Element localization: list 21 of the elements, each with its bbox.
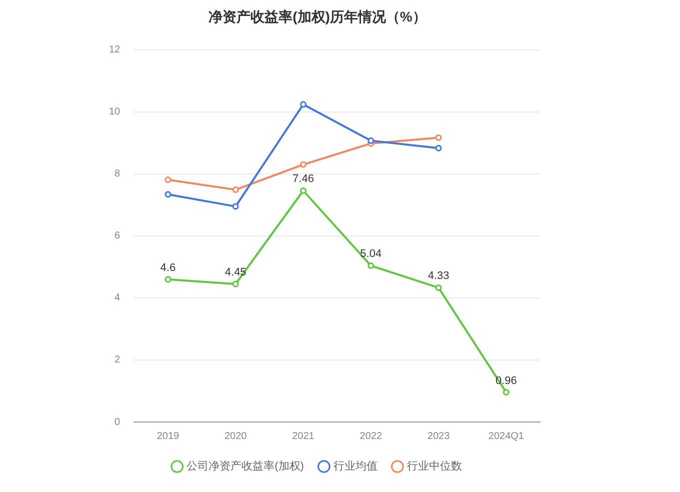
- y-tick-label: 10: [109, 106, 121, 118]
- chart-title: 净资产收益率(加权)历年情况（%）: [208, 8, 426, 24]
- y-tick-label: 6: [114, 230, 121, 242]
- x-tick-label: 2024Q1: [488, 430, 524, 442]
- legend-label: 行业均值: [333, 460, 378, 473]
- data-label: 4.6: [160, 262, 176, 274]
- y-tick-label: 0: [114, 416, 121, 428]
- legend-label: 公司净资产收益率(加权): [186, 460, 304, 473]
- data-label: 7.46: [292, 173, 314, 186]
- y-tick-label: 2: [114, 354, 121, 366]
- x-tick-label: 2020: [224, 430, 248, 442]
- y-tick-label: 8: [114, 168, 121, 180]
- y-tick-label: 4: [114, 292, 121, 304]
- x-tick-label: 2022: [360, 430, 382, 442]
- x-tick-label: 2019: [156, 430, 180, 442]
- data-label: 5.04: [360, 248, 382, 260]
- x-tick-label: 2023: [427, 430, 450, 442]
- x-tick-label: 2021: [292, 430, 315, 442]
- y-tick-label: 12: [109, 44, 121, 56]
- legend-label: 行业中位数: [406, 460, 462, 473]
- data-label: 4.33: [428, 270, 450, 282]
